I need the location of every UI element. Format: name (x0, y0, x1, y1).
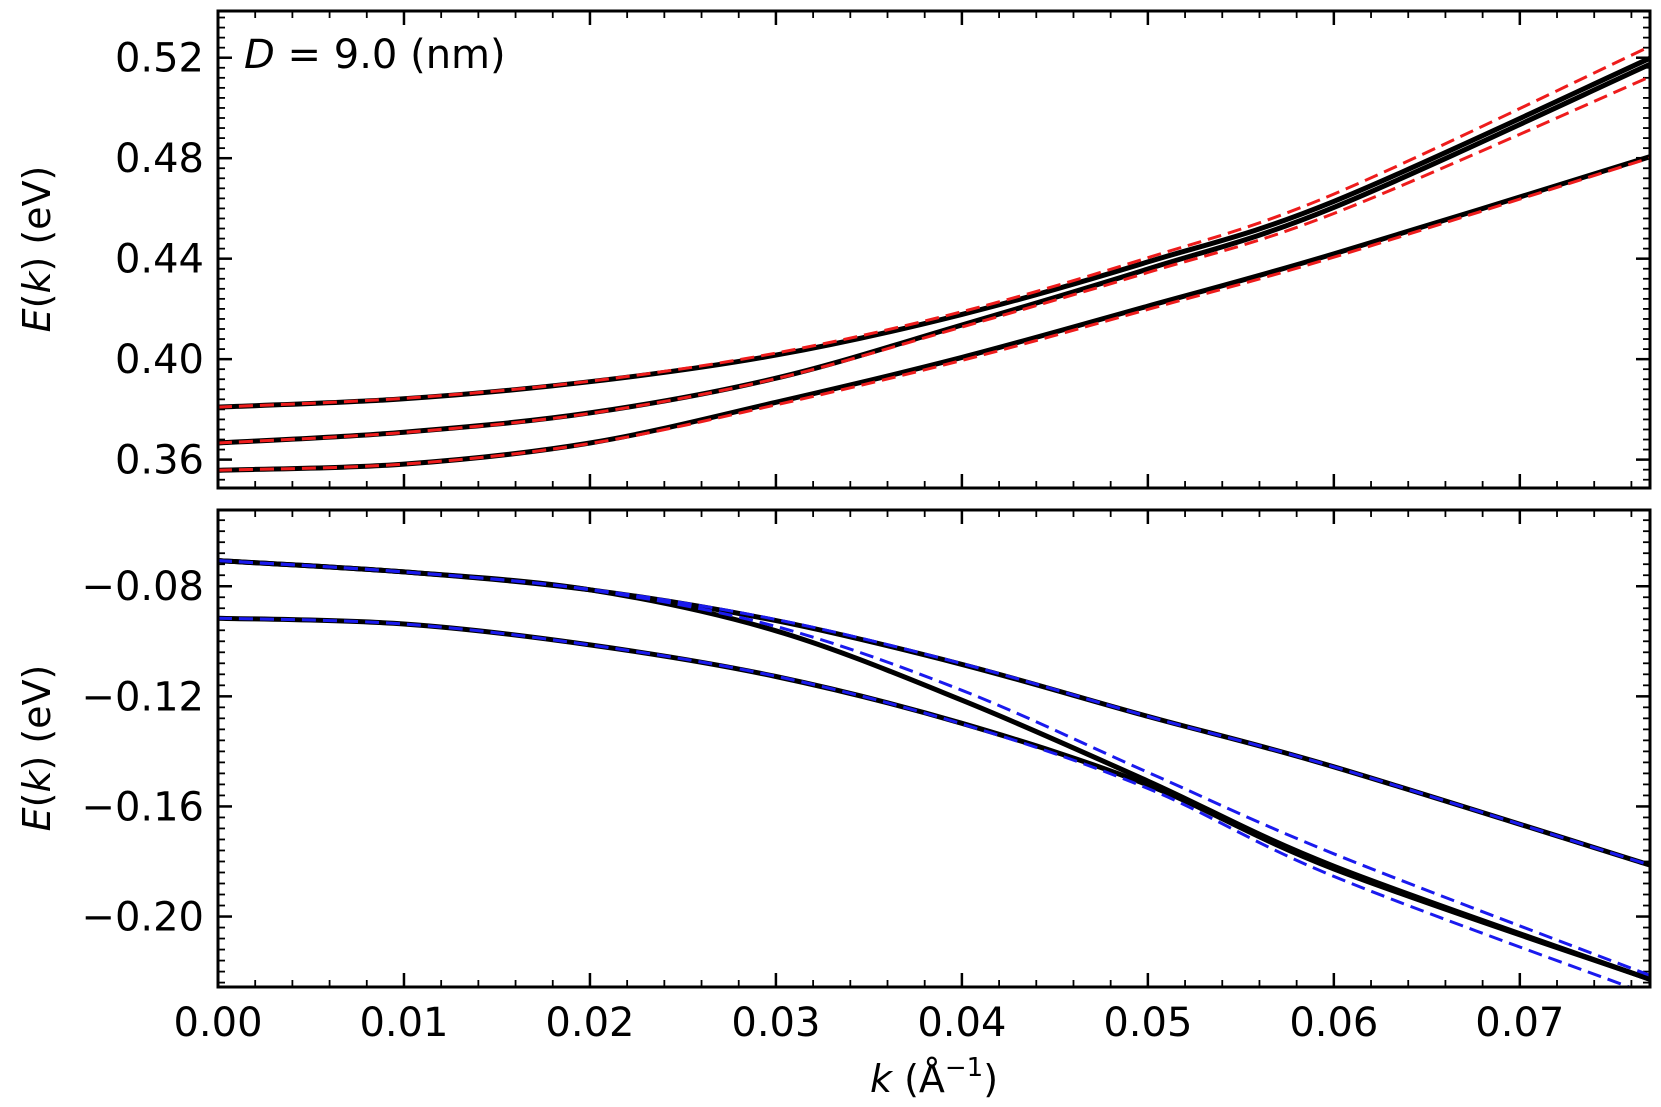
x-tick-label: 0.04 (917, 1000, 1006, 1046)
bottom-y-tick-label: −0.20 (81, 895, 204, 941)
bottom-dashed-series-line (218, 616, 1634, 987)
top-dashed-series-line (218, 156, 1650, 472)
top-y-tick-label: 0.36 (115, 438, 204, 484)
top-solid-series-line (218, 154, 1650, 473)
bottom-axis-ticks: −0.08 −0.12 −0.16 −0.20 0.00 0.01 0.02 0.03 0.04… (81, 510, 1650, 1046)
bottom-solid-series-line (218, 558, 1650, 982)
top-series-lines (218, 45, 1650, 473)
top-y-axis-label: E(k) (eV) (15, 166, 59, 333)
top-plot-frame (216, 9, 1652, 490)
top-y-tick-label: 0.40 (115, 337, 204, 383)
top-annotation: D = 9.0 (nm) (244, 32, 506, 78)
top-solid-series-line (218, 62, 1650, 446)
bottom-y-tick-label: −0.08 (81, 564, 204, 610)
top-dashed-series-line (218, 45, 1650, 409)
bottom-dashed-series-line (218, 559, 1650, 977)
bottom-y-tick-label: −0.16 (81, 784, 204, 830)
x-tick-label: 0.07 (1475, 1000, 1564, 1046)
bottom-y-axis-label: E(k) (eV) (15, 665, 59, 832)
x-axis-label: k (Å−1) (870, 1053, 998, 1101)
top-y-tick-label: 0.48 (115, 136, 204, 182)
top-y-tick-label: 0.44 (115, 237, 204, 283)
x-tick-label: 0.05 (1103, 1000, 1192, 1046)
top-panel: 0.36 0.40 0.44 0.48 0.52 D = 9.0 (nm) E(k) (… (15, 9, 1652, 490)
top-solid-series-line (218, 55, 1650, 410)
x-tick-label: 0.06 (1289, 1000, 1378, 1046)
top-y-tick-label: 0.52 (115, 36, 204, 82)
bottom-y-tick-label: −0.12 (81, 674, 204, 720)
x-tick-label: 0.00 (173, 1000, 262, 1046)
bottom-series-lines (218, 558, 1650, 987)
x-tick-label: 0.03 (731, 1000, 820, 1046)
top-dashed-series-line (218, 75, 1650, 445)
top-axis-ticks: 0.36 0.40 0.44 0.48 0.52 (115, 11, 1650, 488)
bottom-plot-frame (216, 508, 1652, 989)
x-tick-label: 0.02 (545, 1000, 634, 1046)
x-tick-label: 0.01 (359, 1000, 448, 1046)
bottom-panel: −0.08 −0.12 −0.16 −0.20 0.00 0.01 0.02 0.03 0.04… (15, 508, 1652, 1101)
